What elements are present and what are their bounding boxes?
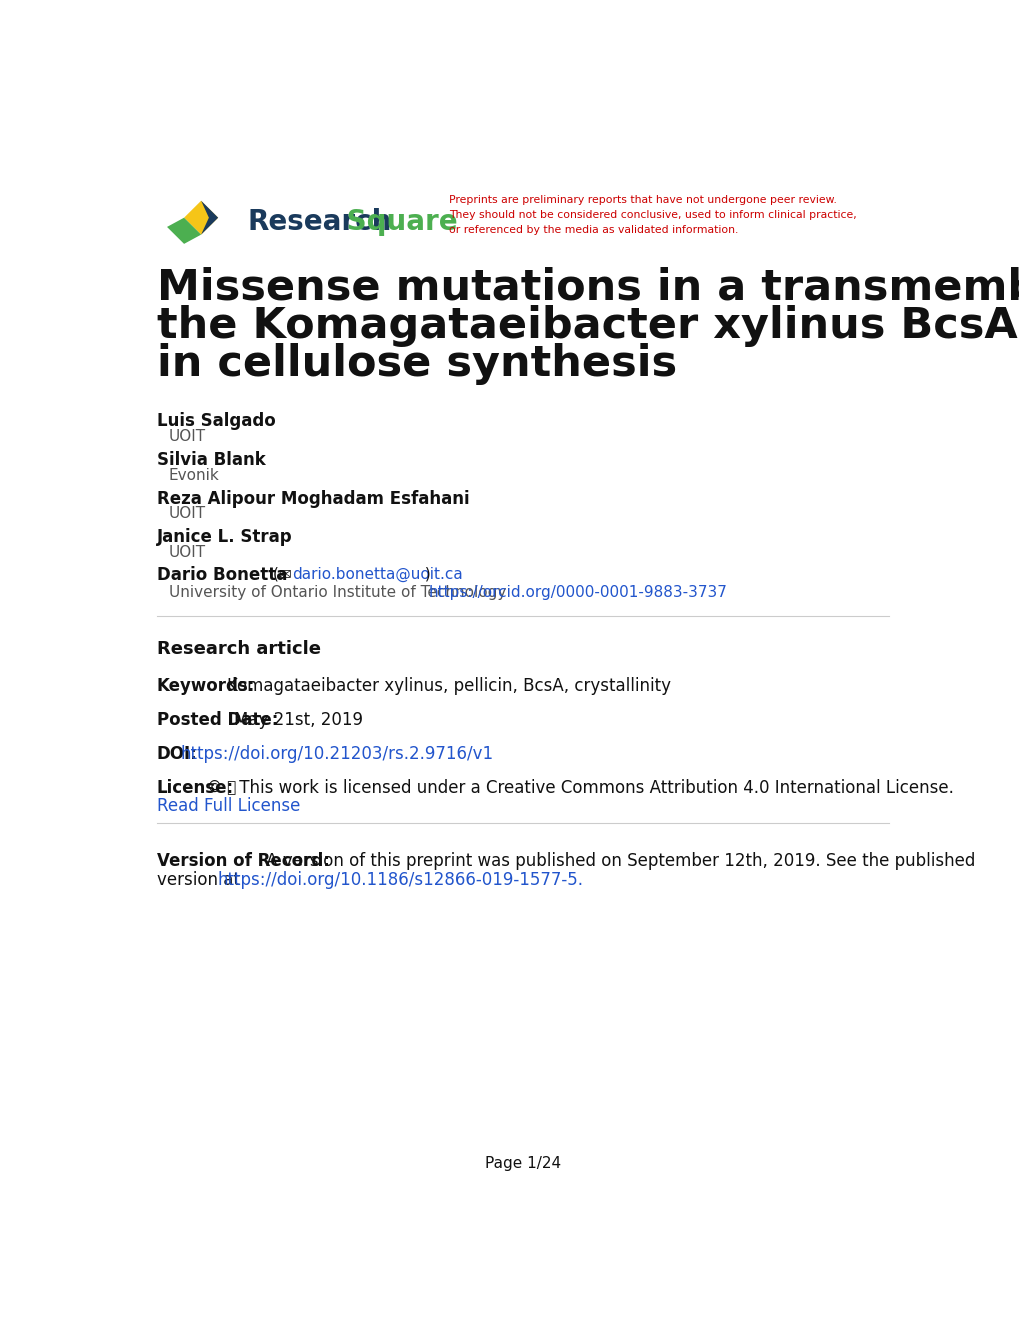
Text: Keywords:: Keywords: — [157, 677, 255, 696]
Text: Evonik: Evonik — [168, 469, 219, 483]
Text: Missense mutations in a transmembrane domain of: Missense mutations in a transmembrane do… — [157, 267, 1019, 308]
Text: May 21st, 2019: May 21st, 2019 — [234, 711, 363, 729]
Text: University of Ontario Institute of Technology: University of Ontario Institute of Techn… — [168, 585, 505, 601]
Text: the Komagataeibacter xylinus BcsA lead to changes: the Komagataeibacter xylinus BcsA lead t… — [157, 305, 1019, 347]
Text: https://doi.org/10.1186/s12866-019-1577-5.: https://doi.org/10.1186/s12866-019-1577-… — [217, 871, 583, 888]
Text: © ⓘ: © ⓘ — [206, 779, 235, 795]
Text: Read Full License: Read Full License — [157, 797, 300, 814]
Text: Research: Research — [248, 209, 391, 236]
Polygon shape — [201, 201, 218, 235]
Text: DOI:: DOI: — [157, 744, 198, 763]
Text: ): ) — [420, 566, 431, 582]
Text: Research article: Research article — [157, 640, 321, 659]
Text: License:: License: — [157, 779, 233, 797]
Text: Preprints are preliminary reports that have not undergone peer review.
They shou: Preprints are preliminary reports that h… — [448, 195, 856, 235]
Text: Square: Square — [336, 209, 457, 236]
Text: UOIT: UOIT — [168, 545, 206, 560]
Text: Janice L. Strap: Janice L. Strap — [157, 528, 292, 546]
Polygon shape — [183, 201, 218, 235]
Text: A version of this preprint was published on September 12th, 2019. See the publis: A version of this preprint was published… — [261, 853, 974, 870]
Text: UOIT: UOIT — [168, 429, 206, 445]
Text: Reza Alipour Moghadam Esfahani: Reza Alipour Moghadam Esfahani — [157, 490, 469, 507]
Text: in cellulose synthesis: in cellulose synthesis — [157, 343, 677, 385]
Text: https://orcid.org/0000-0001-9883-3737: https://orcid.org/0000-0001-9883-3737 — [428, 585, 727, 601]
Polygon shape — [167, 218, 201, 244]
Text: Silvia Blank: Silvia Blank — [157, 451, 265, 469]
Text: Version of Record:: Version of Record: — [157, 853, 329, 870]
Text: Komagataeibacter xylinus, pellicin, BcsA, crystallinity: Komagataeibacter xylinus, pellicin, BcsA… — [226, 677, 671, 696]
Text: https://doi.org/10.21203/rs.2.9716/v1: https://doi.org/10.21203/rs.2.9716/v1 — [180, 744, 493, 763]
Text: Luis Salgado: Luis Salgado — [157, 412, 275, 430]
Text: Posted Date:: Posted Date: — [157, 711, 278, 729]
Text: version at: version at — [157, 871, 245, 888]
Text: (✉: (✉ — [273, 566, 297, 582]
Text: UOIT: UOIT — [168, 507, 206, 521]
Text: Page 1/24: Page 1/24 — [484, 1155, 560, 1171]
Text: This work is licensed under a Creative Commons Attribution 4.0 International Lic: This work is licensed under a Creative C… — [234, 779, 954, 797]
Text: dario.bonetta@uoit.ca: dario.bonetta@uoit.ca — [291, 566, 462, 582]
Text: Dario Bonetta: Dario Bonetta — [157, 566, 287, 585]
